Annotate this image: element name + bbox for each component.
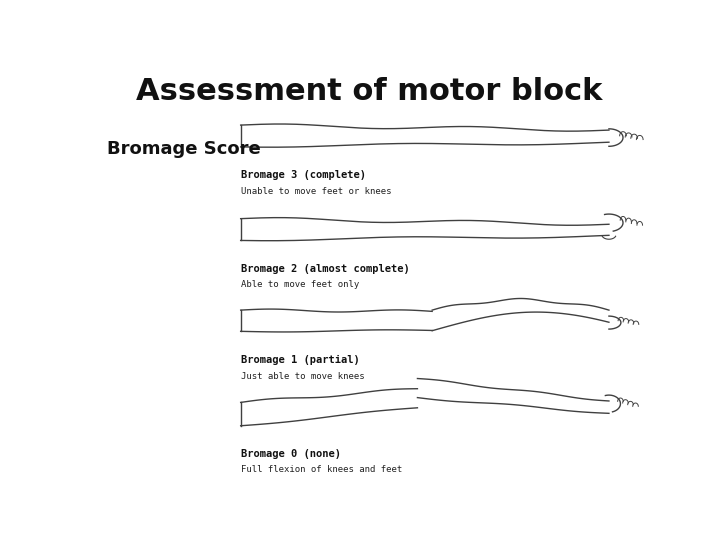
- Text: Assessment of motor block: Assessment of motor block: [136, 77, 602, 106]
- Text: Bromage Score: Bromage Score: [107, 140, 261, 158]
- Text: Just able to move knees: Just able to move knees: [240, 372, 364, 381]
- Text: Bromage 3 (complete): Bromage 3 (complete): [240, 170, 366, 180]
- Text: Full flexion of knees and feet: Full flexion of knees and feet: [240, 465, 402, 474]
- Text: Able to move feet only: Able to move feet only: [240, 280, 359, 289]
- Text: Bromage 2 (almost complete): Bromage 2 (almost complete): [240, 264, 410, 274]
- Text: Bromage 1 (partial): Bromage 1 (partial): [240, 355, 359, 365]
- Text: Bromage 0 (none): Bromage 0 (none): [240, 449, 341, 458]
- Text: Unable to move feet or knees: Unable to move feet or knees: [240, 187, 391, 195]
